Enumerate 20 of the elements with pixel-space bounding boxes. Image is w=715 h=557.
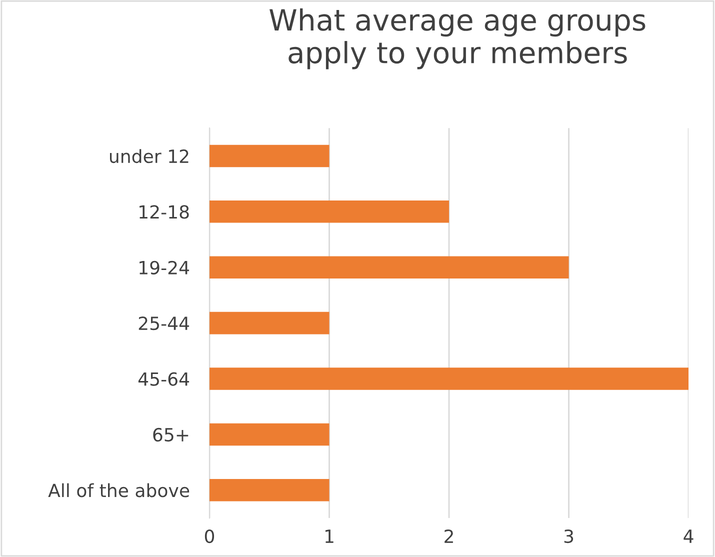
y-tick-label: under 12 (110, 149, 188, 164)
x-tick-label: 0 (204, 529, 214, 544)
y-tick-label: 45-64 (138, 372, 190, 386)
y-tick-label: 25-44 (138, 316, 190, 330)
bar (209, 144, 330, 168)
bar (209, 200, 450, 223)
x-tick-label: 4 (684, 530, 694, 543)
y-tick-label: 19-24 (140, 260, 190, 274)
x-tick-label: 1 (325, 530, 334, 543)
bar (209, 256, 569, 278)
bar (209, 368, 689, 390)
bar (209, 423, 330, 446)
y-tick-label: 12-18 (140, 205, 189, 219)
y-tick-label: All of the above (48, 483, 190, 498)
x-tick-label: 3 (564, 529, 574, 544)
y-tick-label: 65+ (153, 428, 188, 442)
bar (209, 312, 330, 334)
bar (209, 479, 330, 502)
chart-title: What average age groups apply to your members (270, 8, 646, 70)
x-tick-label: 2 (444, 529, 453, 543)
